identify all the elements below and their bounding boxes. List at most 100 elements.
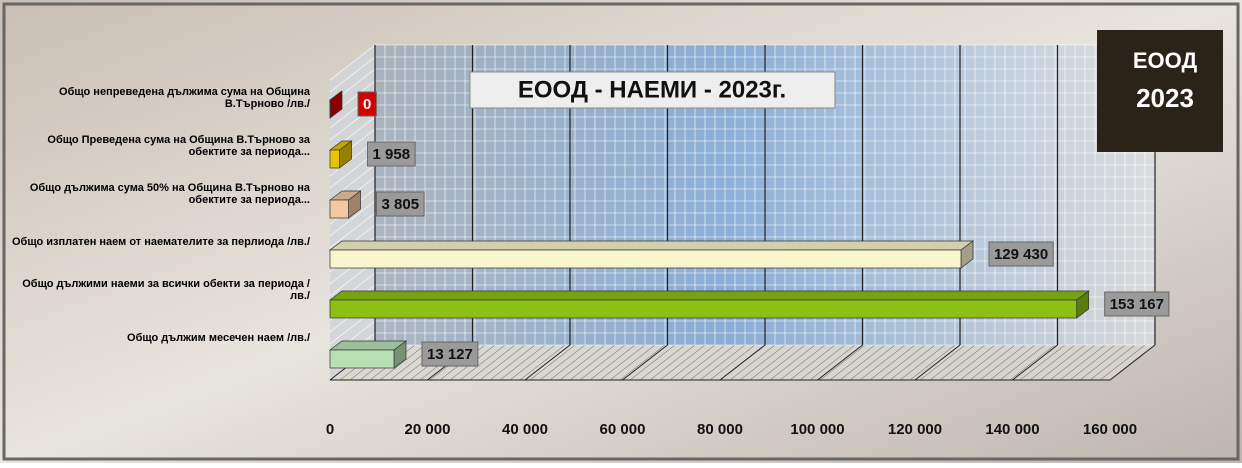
logo-background [1097,30,1223,152]
title-background [469,71,836,109]
minor-grid [1049,344,1096,381]
value-label: 13 127 [427,346,473,363]
minor-grid [589,344,636,381]
category-label: Общо дължими наеми за всички обекти за п… [22,278,310,302]
minor-grid [749,344,796,381]
minor-grid [599,344,646,381]
value-label-box [376,191,425,217]
bar [329,99,331,119]
minor-grid [789,344,836,381]
minor-grid [469,344,516,381]
minor-grid [709,344,756,381]
bar [329,199,349,219]
category-label-box: Общо дължими наеми за всички обекти за п… [22,278,310,302]
minor-grid [529,344,576,381]
minor-grid [919,344,966,381]
minor-grid [329,56,376,93]
minor-grid [519,344,566,381]
bar-top [328,240,975,251]
minor-grid [459,344,506,381]
value-label-box [421,341,479,367]
minor-grid [959,344,1006,381]
value-label: 1 958 [373,146,411,163]
minor-grid [839,344,886,381]
tick-mark [622,344,668,381]
tick-mark [719,344,766,381]
minor-grid [889,344,936,381]
x-tick-label: 40 000 [502,421,548,438]
minor-grid [769,344,816,381]
minor-grid [1069,344,1116,381]
minor-grid [849,344,896,381]
value-label-box [988,241,1054,267]
minor-grid [779,344,826,381]
minor-grid [859,344,906,381]
tick-mark [524,344,571,381]
tick-mark [1012,344,1058,381]
category-label-box: Общо Преведена сума на Община В.Търново … [47,134,310,158]
category-label-box: Общо дължима сума 50% на Община В.Търнов… [29,182,310,206]
tick-mark [914,344,961,381]
bar [329,299,1078,319]
category-label: Общо дължима сума 50% на Община В.Търнов… [29,182,310,206]
logo-text: 2023 [1136,83,1194,113]
category-label: Общо дължим месечен наем /лв./ [127,332,310,344]
minor-grid [479,344,526,381]
bar [329,149,340,169]
minor-grid [509,344,556,381]
minor-grid [759,344,806,381]
minor-grid [829,344,876,381]
minor-grid [949,344,996,381]
minor-grid [629,344,676,381]
minor-grid [639,344,686,381]
minor-grid [799,344,846,381]
minor-grid [929,344,976,381]
minor-grid [699,344,746,381]
minor-grid [1099,344,1146,381]
x-tick-label: 60 000 [600,421,646,438]
minor-grid [489,344,536,381]
minor-grid [1039,344,1086,381]
logo: ЕООД 2023 [1097,30,1223,152]
value-label-box [357,91,377,117]
minor-grid [899,344,946,381]
minor-grid [539,344,586,381]
minor-grid [619,344,666,381]
minor-grid [329,212,376,249]
tick-mark [1109,344,1156,381]
category-label-box: Общо дължим месечен наем /лв./ [127,332,310,344]
minor-grid [329,200,376,237]
value-label: 0 [363,96,371,113]
x-tick-label: 120 000 [888,421,942,438]
bar [329,249,962,269]
minor-grid [669,344,716,381]
value-label-box [1104,291,1170,317]
minor-grid [579,344,626,381]
minor-grid [689,344,736,381]
minor-grid [739,344,786,381]
value-label-box [367,141,416,167]
chart-title: ЕООД - НАЕМИ - 2023г. [518,76,786,103]
value-label: 3 805 [382,196,420,213]
category-label-box: Общо изплатен наем от наемателите за пер… [12,236,310,248]
minor-grid [559,344,606,381]
bar-top [328,340,408,351]
minor-grid [379,344,426,381]
minor-grid [879,344,926,381]
category-label: Общо Преведена сума на Община В.Търново … [47,134,310,158]
minor-grid [989,344,1036,381]
x-tick-label: 100 000 [790,421,844,438]
bar [329,349,395,369]
tick-mark [817,344,863,381]
minor-grid [659,344,706,381]
minor-grid [1079,344,1126,381]
minor-grid [979,344,1026,381]
minor-grid [569,344,616,381]
frame [2,2,1240,461]
minor-grid [999,344,1046,381]
minor-grid [729,344,776,381]
minor-grid [1029,344,1076,381]
minor-grid [809,344,856,381]
